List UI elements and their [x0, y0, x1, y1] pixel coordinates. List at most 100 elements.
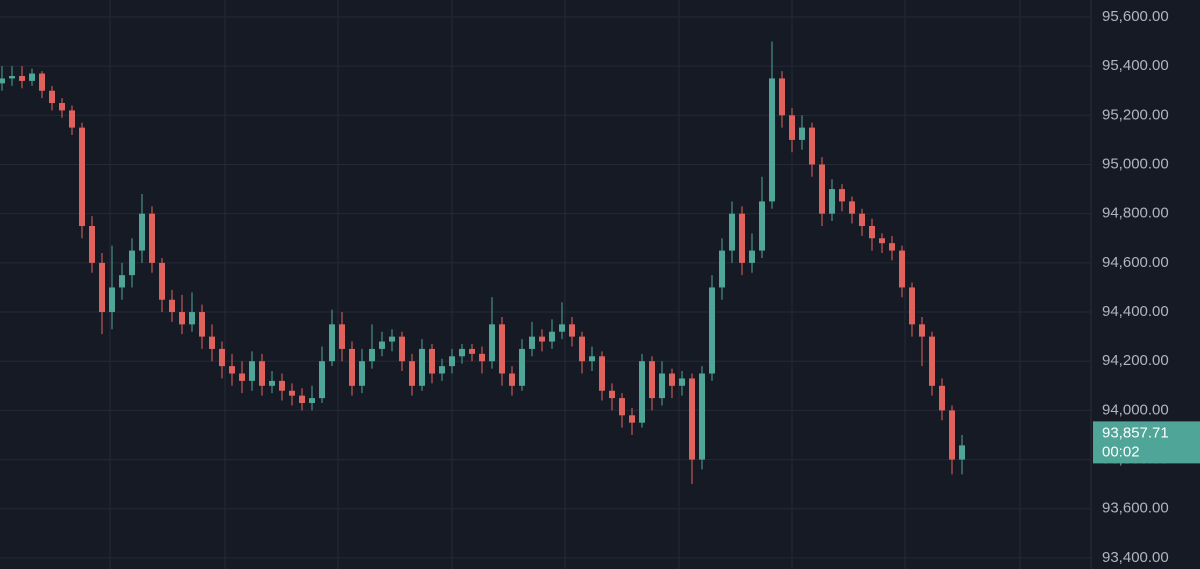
- candle-body: [879, 238, 885, 244]
- candle-body: [379, 341, 385, 349]
- candle-body: [629, 415, 635, 423]
- candle-body: [639, 361, 645, 423]
- candle-body: [699, 373, 705, 460]
- candle-body: [389, 336, 395, 342]
- candle-body: [409, 361, 415, 386]
- candle-body: [789, 115, 795, 140]
- y-tick-label: 95,400.00: [1102, 57, 1169, 74]
- candle-body: [569, 324, 575, 337]
- candle-body: [19, 75, 25, 81]
- candle-body: [599, 356, 605, 391]
- candle-body: [829, 189, 835, 214]
- candle-body: [799, 127, 805, 140]
- candle-body: [249, 361, 255, 381]
- y-tick-label: 95,600.00: [1102, 8, 1169, 25]
- candle-body: [9, 75, 15, 79]
- candle-body: [489, 324, 495, 362]
- candle-body: [589, 356, 595, 362]
- candle-body: [109, 287, 115, 313]
- candle-body: [509, 373, 515, 386]
- candle-body: [729, 213, 735, 251]
- candle-body: [129, 250, 135, 276]
- candle-body: [469, 348, 475, 354]
- candle-body: [169, 299, 175, 313]
- y-tick-label: 94,600.00: [1102, 254, 1169, 271]
- candle-body: [189, 312, 195, 325]
- candle-body: [559, 324, 565, 332]
- candle-body: [889, 243, 895, 251]
- candle-body: [419, 348, 425, 386]
- y-tick-label: 94,000.00: [1102, 401, 1169, 418]
- candle-body: [769, 78, 775, 202]
- candle-body: [269, 380, 275, 386]
- countdown-label: 00:02: [1102, 443, 1140, 460]
- candle-body: [759, 201, 765, 251]
- candle-body: [859, 213, 865, 226]
- vertical-grid: [109, 0, 1021, 569]
- candle-body: [339, 324, 345, 349]
- candle-body: [709, 287, 715, 374]
- candle-body: [739, 213, 745, 263]
- candle-body: [179, 312, 185, 325]
- y-tick-label: 95,200.00: [1102, 106, 1169, 123]
- candle-body: [279, 380, 285, 391]
- candle-body: [809, 127, 815, 165]
- candle-body: [899, 250, 905, 288]
- candle-body: [119, 275, 125, 288]
- candle-body: [49, 90, 55, 104]
- candle-body: [429, 348, 435, 374]
- candle-body: [399, 336, 405, 362]
- candle-body: [259, 361, 265, 386]
- candle-body: [819, 164, 825, 214]
- y-tick-label: 95,000.00: [1102, 155, 1169, 172]
- candle-body: [499, 324, 505, 374]
- candle-body: [99, 262, 105, 313]
- candle-body: [929, 336, 935, 386]
- candle-body: [949, 410, 955, 460]
- candle-body: [669, 373, 675, 386]
- candle-body: [289, 390, 295, 396]
- candle-body: [839, 189, 845, 202]
- candle-body: [459, 348, 465, 357]
- candle-body: [309, 398, 315, 404]
- candle-body: [449, 356, 455, 367]
- candle-body: [29, 73, 35, 81]
- candle-body: [89, 225, 95, 263]
- candle-body: [619, 398, 625, 416]
- candle-body: [439, 366, 445, 374]
- last-price-label: 93,857.71: [1102, 424, 1169, 441]
- candle-body: [849, 201, 855, 214]
- candle-body: [609, 390, 615, 399]
- candle-body: [919, 324, 925, 337]
- candle-body: [79, 127, 85, 226]
- candle-body: [239, 373, 245, 381]
- candle-body: [579, 336, 585, 362]
- candle-body: [349, 348, 355, 386]
- candle-body: [649, 361, 655, 399]
- last-price-box: [1093, 421, 1200, 464]
- candle-body: [719, 250, 725, 288]
- candle-body: [39, 73, 45, 91]
- candle-body: [359, 361, 365, 386]
- candle-body: [539, 336, 545, 342]
- candle-body: [909, 287, 915, 325]
- candle-body: [749, 250, 755, 263]
- candle-body: [689, 378, 695, 460]
- candle-body: [369, 348, 375, 362]
- candle-body: [529, 336, 535, 349]
- candle-body: [329, 324, 335, 362]
- candle-body: [69, 110, 75, 128]
- candle-body: [959, 445, 965, 460]
- candle-body: [549, 331, 555, 342]
- candle-body: [319, 361, 325, 399]
- candle-body: [659, 373, 665, 399]
- candle-body: [869, 225, 875, 239]
- candle-body: [299, 395, 305, 404]
- candle-body: [479, 353, 485, 362]
- y-tick-label: 93,400.00: [1102, 549, 1169, 566]
- candle-body: [149, 213, 155, 263]
- candle-body: [679, 378, 685, 386]
- y-tick-label: 94,200.00: [1102, 352, 1169, 369]
